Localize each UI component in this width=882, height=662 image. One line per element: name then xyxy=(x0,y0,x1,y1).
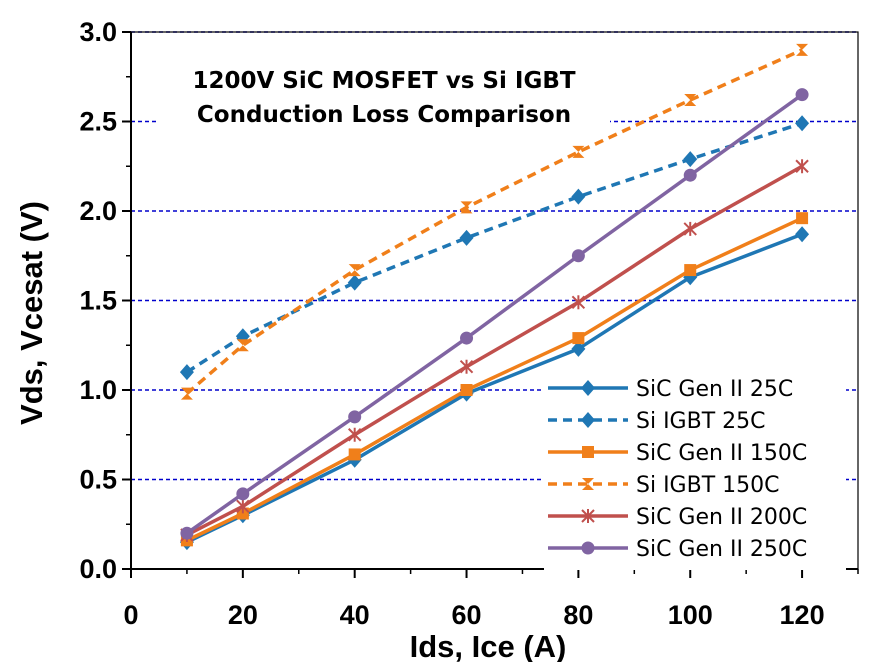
chart-title: 1200V SiC MOSFET vs Si IGBT Conduction L… xyxy=(158,60,610,132)
data-point-series-3 xyxy=(180,387,193,400)
x-tick-label: 0 xyxy=(123,600,138,630)
data-point-series-4 xyxy=(236,499,250,514)
data-point-series-1 xyxy=(179,364,194,381)
data-point-series-5 xyxy=(683,168,697,182)
x-axis-title: Ids, Ice (A) xyxy=(410,629,567,662)
legend-marker xyxy=(581,412,595,428)
legend-background xyxy=(544,372,846,570)
data-point-series-2 xyxy=(796,212,809,225)
data-point-series-4 xyxy=(571,295,586,310)
x-tick-label: 80 xyxy=(563,600,593,630)
x-tick-label: 40 xyxy=(340,600,370,630)
legend-label: SiC Gen II 25C xyxy=(636,377,793,402)
data-point-series-4 xyxy=(459,359,474,374)
x-tick-label: 120 xyxy=(780,600,825,630)
y-tick-label: 1.5 xyxy=(79,286,117,316)
data-point-series-1 xyxy=(347,274,362,291)
y-tick-label: 2.0 xyxy=(79,196,117,226)
data-point-series-5 xyxy=(236,487,250,501)
legend-label: Si IGBT 150C xyxy=(636,473,779,498)
x-tick-label: 100 xyxy=(668,600,713,630)
y-axis-title: Vds, Vcesat (V) xyxy=(14,201,49,425)
data-point-series-4 xyxy=(795,159,809,174)
data-point-series-5 xyxy=(571,249,585,263)
series-lines xyxy=(179,43,810,551)
data-point-series-3 xyxy=(684,94,697,107)
legend: SiC Gen II 25C Si IGBT 25C SiC Gen II 150C… xyxy=(544,372,846,570)
data-point-series-2 xyxy=(572,332,585,345)
data-point-series-0 xyxy=(571,340,586,357)
title-background xyxy=(158,60,610,132)
data-point-series-5 xyxy=(348,410,362,424)
chart-title-line-1: 1200V SiC MOSFET vs Si IGBT xyxy=(192,68,575,94)
legend-marker xyxy=(581,509,595,523)
legend-label: SiC Gen II 250C xyxy=(636,537,807,562)
data-point-series-5 xyxy=(180,526,194,540)
data-point-series-5 xyxy=(460,331,474,345)
legend-marker xyxy=(581,541,595,555)
data-point-series-2 xyxy=(460,384,473,396)
x-tick-label: 20 xyxy=(228,600,258,630)
data-point-series-3 xyxy=(460,201,473,214)
y-tick-label: 1.0 xyxy=(79,375,117,405)
data-point-series-4 xyxy=(683,221,697,236)
data-point-series-3 xyxy=(796,43,809,56)
x-tick-label: 60 xyxy=(452,600,482,630)
data-point-series-1 xyxy=(571,188,586,205)
data-point-series-1 xyxy=(795,115,810,132)
data-point-series-3 xyxy=(348,264,361,277)
data-point-series-5 xyxy=(795,88,809,102)
data-point-series-4 xyxy=(347,427,362,442)
data-point-series-3 xyxy=(236,339,249,352)
y-tick-label: 2.5 xyxy=(79,107,117,137)
legend-marker xyxy=(582,446,594,458)
data-point-series-2 xyxy=(684,264,697,277)
legend-label: SiC Gen II 150C xyxy=(636,441,807,466)
legend-label: SiC Gen II 200C xyxy=(636,505,807,530)
data-point-series-3 xyxy=(572,145,585,158)
legend-marker xyxy=(581,380,595,396)
data-point-series-0 xyxy=(795,226,810,243)
y-tick-label: 0.5 xyxy=(79,465,117,495)
data-point-series-2 xyxy=(348,448,361,461)
legend-marker xyxy=(582,478,594,490)
chart-title-line-2: Conduction Loss Comparison xyxy=(197,102,571,128)
legend-label: Si IGBT 25C xyxy=(636,409,766,434)
y-tick-label: 3.0 xyxy=(79,17,117,47)
data-point-series-1 xyxy=(683,151,698,168)
data-point-series-1 xyxy=(459,229,474,246)
y-tick-label: 0.0 xyxy=(79,554,117,584)
